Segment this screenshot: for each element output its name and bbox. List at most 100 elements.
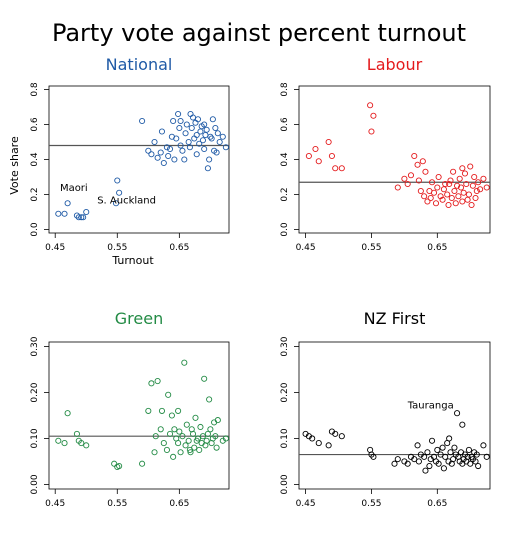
data-point (445, 201, 452, 209)
data-point (414, 161, 421, 168)
data-point (185, 437, 192, 444)
x-tick-label: 0.45 (45, 243, 65, 253)
data-point (145, 407, 152, 414)
data-point (419, 158, 426, 165)
data-point (209, 116, 216, 123)
data-point (463, 180, 470, 188)
x-tick-label: 0.65 (427, 499, 447, 509)
data-point (325, 138, 332, 146)
data-point (415, 177, 422, 184)
data-point (165, 152, 172, 160)
data-point (332, 430, 339, 437)
data-point (187, 110, 194, 118)
data-point (459, 421, 466, 428)
data-point (459, 198, 466, 205)
data-point (176, 428, 183, 435)
y-tick-label: 0.0 (30, 222, 40, 237)
data-point (439, 196, 446, 203)
data-point (80, 214, 87, 221)
data-point (160, 440, 167, 447)
data-point (186, 144, 193, 151)
plot-frame (48, 341, 230, 490)
annotation: Tauranga (407, 401, 454, 412)
data-point (456, 175, 463, 182)
data-point (181, 156, 188, 163)
data-point (446, 180, 453, 188)
data-point (175, 110, 182, 118)
data-point (78, 214, 85, 221)
data-point (192, 414, 199, 421)
data-point (325, 442, 332, 449)
data-point (312, 145, 319, 153)
data-point (404, 460, 411, 467)
data-point (163, 144, 170, 151)
panel-title: NZ First (364, 309, 426, 328)
panel-1: Labour 0.45 0.55 0.65 0.0 0.2 0.4 0.6 0.8 (280, 55, 491, 253)
data-point (175, 440, 182, 447)
data-point (414, 442, 421, 449)
data-point (465, 191, 472, 198)
data-point (152, 433, 159, 440)
data-point (185, 138, 192, 146)
data-point (183, 121, 190, 128)
panel-0: National 0.45 0.55 0.65 0.0 0.2 0.4 0.6 0.8 Turno… (8, 55, 230, 267)
data-point (83, 442, 90, 449)
data-point (214, 130, 221, 137)
data-point (454, 182, 461, 189)
data-point (446, 435, 453, 442)
data-point (467, 163, 474, 170)
data-point (111, 460, 118, 467)
data-point (338, 433, 345, 440)
data-point (177, 142, 184, 149)
panel-3: NZ First 0.45 0.55 0.65 0.00 0.10 0.20 0.30 Taur… (280, 309, 491, 509)
data-point (457, 184, 465, 191)
data-point (61, 210, 68, 217)
data-point (201, 145, 208, 153)
data-point (305, 152, 312, 160)
x-tick-label: 0.45 (45, 499, 65, 509)
data-point (442, 453, 449, 460)
data-point (473, 451, 480, 458)
y-tick-label: 0.4 (280, 152, 290, 167)
data-point (435, 173, 442, 181)
data-point (439, 444, 446, 451)
data-point (171, 426, 178, 433)
data-point (64, 200, 71, 207)
data-point (188, 124, 195, 132)
data-point (467, 460, 474, 467)
data-point (201, 375, 208, 382)
data-point (179, 147, 186, 154)
annotation: Maori (60, 183, 88, 194)
data-point (472, 194, 479, 202)
data-point (213, 444, 220, 451)
data-point (473, 187, 480, 195)
data-point (213, 149, 220, 156)
data-point (422, 168, 429, 175)
data-point (483, 184, 490, 191)
data-point (203, 126, 210, 133)
panel-title: National (106, 55, 173, 74)
data-point (157, 426, 164, 433)
data-point (455, 193, 462, 200)
y-axis-label: Vote share (8, 136, 21, 195)
data-point (193, 131, 200, 139)
data-point (194, 435, 202, 442)
data-point (55, 437, 62, 444)
data-point (173, 135, 180, 142)
data-point (469, 182, 476, 189)
data-point (452, 200, 459, 207)
y-tick-label: 0.30 (30, 336, 40, 356)
data-point (216, 138, 223, 146)
x-tick-label: 0.55 (107, 499, 127, 509)
data-point (83, 208, 90, 216)
data-point (391, 460, 398, 467)
data-point (430, 189, 438, 196)
data-point (454, 410, 461, 417)
data-point (160, 159, 167, 167)
data-point (370, 112, 377, 119)
data-point (208, 135, 215, 142)
data-point (212, 433, 219, 440)
data-point (207, 426, 214, 433)
data-point (194, 116, 202, 123)
